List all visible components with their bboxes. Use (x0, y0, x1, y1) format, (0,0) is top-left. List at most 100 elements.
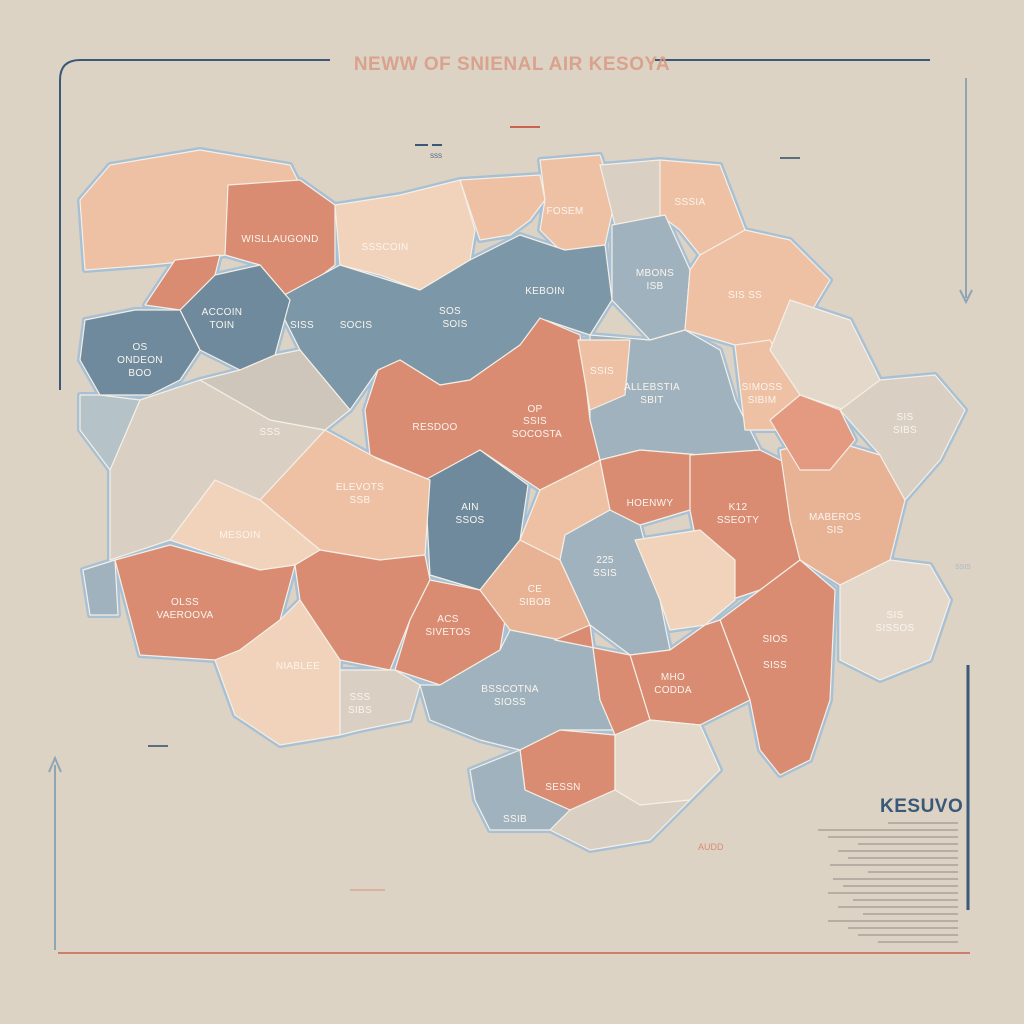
region-label: MHO (661, 672, 685, 683)
legend-text-line (818, 829, 958, 831)
region-label: ALLEBSTIA (624, 382, 680, 393)
region-label: SSIB (503, 814, 527, 825)
region-label: OS (132, 342, 147, 353)
region-46[interactable] (82, 559, 119, 616)
region-label: SIOS (762, 634, 787, 645)
center-annotation-3: SOCOSTA (512, 429, 562, 440)
region-label: SIBIM (748, 395, 777, 406)
region-label: WISLLAUGOND (241, 234, 318, 245)
region-47[interactable] (199, 349, 351, 431)
acc-sub-2: SOCIS (340, 320, 373, 331)
region-label: SSSCOIN (361, 242, 408, 253)
region-8[interactable] (179, 264, 291, 371)
region-label: SIMOSS (742, 382, 783, 393)
region-label: SESSN (545, 782, 580, 793)
region-label: HOENWY (627, 498, 674, 509)
bottom-note: AUDD (698, 842, 724, 852)
keboin-sub-2: SOIS (442, 319, 467, 330)
region-label: MESOIN (219, 530, 260, 541)
region-label: BOO (128, 368, 151, 379)
legend-text-line (863, 913, 958, 915)
legend-text-line (848, 857, 958, 859)
legend-text-line (853, 899, 958, 901)
region-label: OLSS (171, 597, 199, 608)
region-label: SSB (350, 495, 371, 506)
region-label: CODDA (654, 685, 692, 696)
region-label: SSS (260, 427, 281, 438)
region-43[interactable] (549, 789, 691, 851)
map-title: NEWW OF SNIENAL AIR KESOYA (353, 54, 671, 75)
region-label: AIN (461, 502, 479, 513)
region-label: NIABLEE (276, 661, 320, 672)
region-7[interactable] (274, 234, 613, 411)
region-label: K12 (729, 502, 748, 513)
region-45[interactable] (79, 394, 141, 471)
legend-text-line (828, 836, 958, 838)
legend-text-line (828, 892, 958, 894)
arrow-down-icon (959, 289, 973, 305)
legend-text-line (828, 920, 958, 922)
region-33[interactable] (769, 394, 856, 471)
legend-text-block (818, 822, 958, 948)
right-note: SSIS (955, 564, 971, 571)
region-label: SIS (886, 610, 903, 621)
region-35[interactable] (839, 559, 951, 681)
region-44[interactable] (339, 669, 421, 736)
region-label: ONDEON (117, 355, 163, 366)
region-label: SIBOB (519, 597, 551, 608)
region-3[interactable] (459, 174, 546, 241)
center-annotation-2: SSIS (523, 416, 547, 427)
region-label: ELEVOTS (336, 482, 384, 493)
region-34[interactable] (634, 529, 736, 631)
legend-text-line (888, 822, 958, 824)
region-label: SIBS (348, 705, 372, 716)
region-9[interactable] (79, 309, 201, 396)
region-label: SIS SS (728, 290, 762, 301)
regions-layer (77, 147, 968, 853)
region-label: MABEROS (809, 512, 861, 523)
region-label: SSS (350, 692, 371, 703)
legend-text-line (843, 885, 958, 887)
region-label: SSEOTY (717, 515, 759, 526)
region-label: RESDOO (412, 422, 457, 433)
labels-layer: WISLLAUGOND SSSCOIN FOSEM SSSIA KEBOIN ACCOIN… (117, 197, 917, 825)
region-16[interactable] (364, 317, 601, 491)
region-label: SISS (763, 660, 787, 671)
keboin-sub-1: SOS (439, 306, 461, 317)
region-label: SSIS (593, 568, 617, 579)
annotations: OP SSIS SOCOSTA SOS SOIS SISS SOCIS AUDD… (290, 154, 971, 852)
region-label: VAEROOVA (156, 610, 213, 621)
region-label: 225 (596, 555, 614, 566)
region-label: CE (528, 584, 543, 595)
region-label: SSIS (590, 366, 614, 377)
legend-text-line (858, 934, 958, 936)
legend-text-line (878, 941, 958, 943)
region-label: SIVETOS (425, 627, 470, 638)
region-label: ACS (437, 614, 458, 625)
region-21[interactable] (109, 379, 326, 561)
center-annotation-1: OP (527, 404, 542, 415)
region-17[interactable] (577, 339, 631, 411)
region-label: SIS (896, 412, 913, 423)
region-label: SSOS (456, 515, 485, 526)
region-label: ISB (646, 281, 663, 292)
region-label: SIBS (893, 425, 917, 436)
region-36[interactable] (719, 559, 836, 776)
region-label: MBONS (636, 268, 674, 279)
region-label: SIS (826, 525, 843, 536)
region-10[interactable] (144, 254, 221, 311)
legend-text-line (833, 878, 958, 880)
region-label: SIOSS (494, 697, 526, 708)
region-label: SSSIA (675, 197, 706, 208)
map-frame (48, 59, 973, 954)
region-32[interactable] (839, 374, 966, 501)
region-label: BSSCOTNA (481, 684, 538, 695)
legend-text-line (838, 906, 958, 908)
legend-text-line (830, 864, 958, 866)
region-label: KEBOIN (525, 286, 565, 297)
legend-text-line (838, 850, 958, 852)
region-label: SBIT (640, 395, 663, 406)
arrow-up-icon (48, 755, 62, 773)
region-label: TOIN (210, 320, 235, 331)
